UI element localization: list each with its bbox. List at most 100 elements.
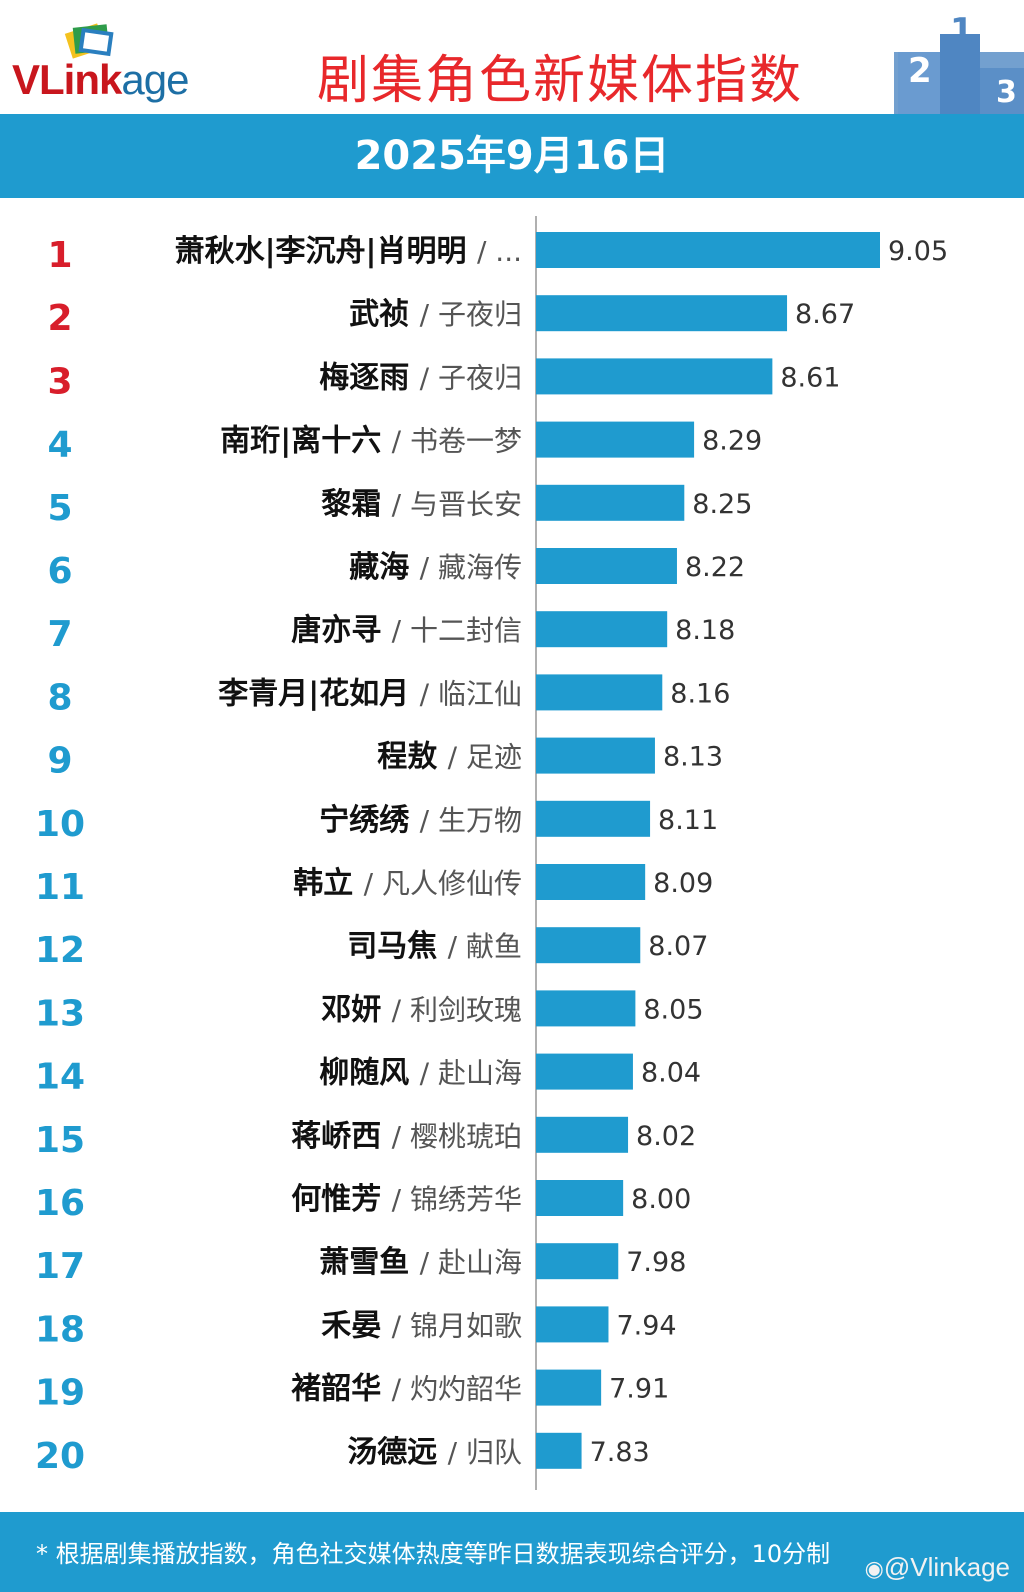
watermark-text: @Vlinkage: [883, 1552, 1010, 1582]
row-label: 萧秋水|李沉舟|肖明明 / ...: [175, 234, 522, 269]
podium-label-2: 2: [908, 51, 932, 91]
character-name: 柳随风: [319, 1056, 419, 1091]
page-title: 剧集角色新媒体指数: [316, 51, 803, 111]
rank-label: 12: [35, 930, 85, 971]
row-label: 汤德远 / 归队: [347, 1435, 522, 1470]
character-name: 蒋峤西: [291, 1119, 391, 1154]
drama-name: / 书卷一梦: [392, 425, 522, 458]
row-label: 蒋峤西 / 樱桃琥珀: [291, 1119, 522, 1154]
chart-row: 19 褚韶华 / 灼灼韶华 7.91: [35, 1369, 669, 1414]
drama-name: / 生万物: [420, 804, 522, 837]
chart-row: 3 梅逐雨 / 子夜归 8.61: [47, 358, 840, 402]
value-label: 8.04: [641, 1058, 701, 1089]
bar-chart: 1 萧秋水|李沉舟|肖明明 / ... 9.05 2 武祯 / 子夜归 8.67 3 梅逐雨 …: [35, 216, 948, 1490]
value-label: 7.94: [616, 1310, 676, 1341]
row-label: 何惟芳 / 锦绣芳华: [291, 1182, 522, 1217]
bar: [536, 484, 685, 521]
podium-label-3: 3: [996, 75, 1017, 110]
logo-text: VLinkage: [12, 56, 189, 104]
value-label: 8.13: [663, 742, 723, 773]
row-label: 褚韶华 / 灼灼韶华: [291, 1372, 522, 1407]
bar: [536, 990, 636, 1027]
rank-label: 11: [35, 867, 85, 908]
character-name: 汤德远: [347, 1435, 447, 1470]
podium-icon: 2 1 3: [894, 12, 1024, 114]
character-name: 邓妍: [321, 992, 391, 1027]
row-label: 宁绣绣 / 生万物: [319, 803, 522, 838]
value-label: 8.05: [643, 994, 703, 1025]
value-label: 8.61: [780, 362, 840, 393]
row-label: 李青月|花如月 / 临江仙: [218, 676, 522, 711]
chart-row: 20 汤德远 / 归队 7.83: [35, 1432, 650, 1477]
drama-name: / 赴山海: [420, 1246, 522, 1279]
bar: [536, 1369, 602, 1406]
chart-row: 9 程敖 / 足迹 8.13: [47, 737, 723, 782]
rank-label: 20: [35, 1436, 85, 1477]
bar: [536, 1053, 633, 1090]
logo-text-red: VLink: [12, 56, 122, 103]
chart-row: 16 何惟芳 / 锦绣芳华 8.00: [35, 1180, 691, 1224]
weibo-icon: ◉: [864, 1556, 884, 1581]
value-label: 8.00: [631, 1184, 691, 1215]
drama-name: / 归队: [448, 1436, 522, 1469]
drama-name: / 足迹: [448, 741, 522, 774]
drama-name: / 临江仙: [420, 677, 522, 710]
row-label: 武祯 / 子夜归: [349, 297, 522, 332]
character-name: 何惟芳: [291, 1182, 391, 1217]
chart-row: 1 萧秋水|李沉舟|肖明明 / ... 9.05: [47, 232, 948, 276]
drama-name: / 灼灼韶华: [392, 1373, 522, 1406]
value-label: 8.29: [702, 426, 762, 457]
row-label: 韩立 / 凡人修仙传: [293, 866, 522, 901]
drama-name: / 子夜归: [420, 298, 522, 331]
drama-name: / 藏海传: [420, 551, 522, 584]
drama-name: / ...: [477, 235, 522, 268]
footer: * 根据剧集播放指数，角色社交媒体热度等昨日数据表现综合评分，10分制 ◉@Vl…: [0, 1512, 1024, 1592]
bar: [536, 1432, 582, 1469]
podium-label-1: 1: [950, 12, 974, 51]
drama-name: / 与晋长安: [392, 488, 522, 521]
row-label: 萧雪鱼 / 赴山海: [319, 1245, 522, 1280]
bar: [536, 864, 646, 900]
chart-row: 4 南珩|离十六 / 书卷一梦 8.29: [47, 421, 762, 466]
vlinkage-logo: VLinkage: [10, 18, 230, 108]
chart-row: 11 韩立 / 凡人修仙传 8.09: [35, 864, 713, 908]
bar: [536, 232, 880, 268]
chart-row: 12 司马焦 / 献鱼 8.07: [35, 927, 708, 971]
row-label: 司马焦 / 献鱼: [347, 929, 522, 964]
rank-label: 10: [35, 804, 85, 845]
character-name: 武祯: [349, 297, 419, 332]
date-text: 2025年9月16日: [354, 133, 670, 179]
chart-row: 7 唐亦寻 / 十二封信 8.18: [47, 611, 735, 655]
rank-label: 1: [47, 235, 72, 276]
drama-name: / 利剑玫瑰: [392, 993, 522, 1026]
row-label: 藏海 / 藏海传: [349, 550, 522, 585]
value-label: 8.22: [685, 552, 745, 583]
drama-name: / 锦绣芳华: [392, 1183, 522, 1216]
value-label: 8.18: [675, 615, 735, 646]
row-label: 南珩|离十六 / 书卷一梦: [220, 424, 522, 459]
watermark: ◉@Vlinkage: [865, 1552, 1010, 1583]
rank-label: 3: [47, 361, 72, 402]
header: VLinkage 剧集角色新媒体指数 2 1 3: [0, 0, 1024, 114]
value-label: 8.02: [636, 1121, 696, 1152]
value-label: 8.16: [670, 678, 730, 709]
rank-label: 17: [35, 1246, 85, 1287]
drama-name: / 凡人修仙传: [364, 867, 522, 900]
rank-label: 15: [35, 1120, 85, 1161]
bar: [536, 358, 773, 395]
character-name: 李青月|花如月: [218, 676, 419, 711]
character-name: 南珩|离十六: [220, 424, 391, 459]
rank-label: 13: [35, 993, 85, 1034]
bar: [536, 800, 651, 837]
bar: [536, 927, 641, 964]
drama-name: / 十二封信: [392, 614, 522, 647]
row-label: 禾晏 / 锦月如歌: [321, 1308, 522, 1343]
rank-label: 16: [35, 1183, 85, 1224]
value-label: 8.25: [692, 489, 752, 520]
bar: [536, 1306, 609, 1343]
rank-label: 5: [47, 488, 72, 529]
drama-name: / 献鱼: [448, 930, 522, 963]
row-label: 程敖 / 足迹: [377, 740, 522, 775]
rank-label: 8: [47, 677, 72, 718]
character-name: 程敖: [377, 740, 447, 775]
